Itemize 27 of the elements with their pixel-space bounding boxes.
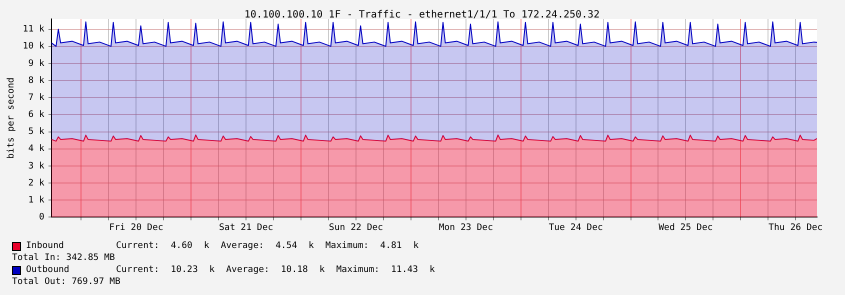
text: Current: 4.60 k Average: 4.54 k Maximum: 4.81 k (116, 240, 419, 252)
x-tick-label: Sun 22 Dec (328, 222, 384, 233)
x-tick-label: Tue 24 Dec (548, 222, 603, 233)
y-tick-label: 4 k (28, 144, 46, 154)
chart-title: 10.100.100.10 1F - Traffic - ethernet1/1/1 To 172.24.250.32 (244, 10, 600, 21)
legend-label: Inbound (26, 240, 65, 252)
text: Total Out: 769.97 MB (12, 276, 122, 288)
y-axis-title: bits per second (6, 77, 17, 159)
y-tick-label: 9 k (28, 58, 46, 69)
y-tick-label: 3 k (28, 161, 46, 172)
text: Current: 10.23 k Average: 10.18 k Maximum: 11.43 k (116, 264, 435, 276)
y-tick-label: 10 k (22, 42, 46, 52)
y-tick-label: 8 k (28, 76, 46, 86)
y-tick-label: 2 k (28, 178, 46, 188)
x-tick-label: Fri 20 Dec (109, 222, 164, 233)
y-tick-label: 1 k (28, 195, 46, 206)
x-tick-label: Thu 26 Dec (768, 222, 823, 233)
y-tick-label: 0 (39, 212, 44, 223)
y-tick-label: 6 k (28, 110, 46, 120)
x-tick-label: Mon 23 Dec (438, 222, 494, 233)
y-tick-label: 5 k (28, 127, 46, 138)
text: Total In: 342.85 MB (12, 252, 116, 264)
y-tick-label: 11 k (22, 24, 46, 35)
x-tick-label: Sat 21 Dec (219, 222, 274, 233)
legend-label: Outbound (26, 264, 70, 276)
y-tick-label: 7 k (28, 92, 46, 103)
x-tick-label: Wed 25 Dec (658, 222, 713, 233)
